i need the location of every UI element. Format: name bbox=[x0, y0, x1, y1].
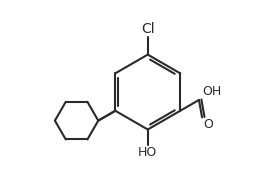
Text: HO: HO bbox=[138, 146, 157, 159]
Text: Cl: Cl bbox=[141, 22, 155, 36]
Text: OH: OH bbox=[202, 85, 221, 98]
Text: O: O bbox=[203, 118, 213, 131]
